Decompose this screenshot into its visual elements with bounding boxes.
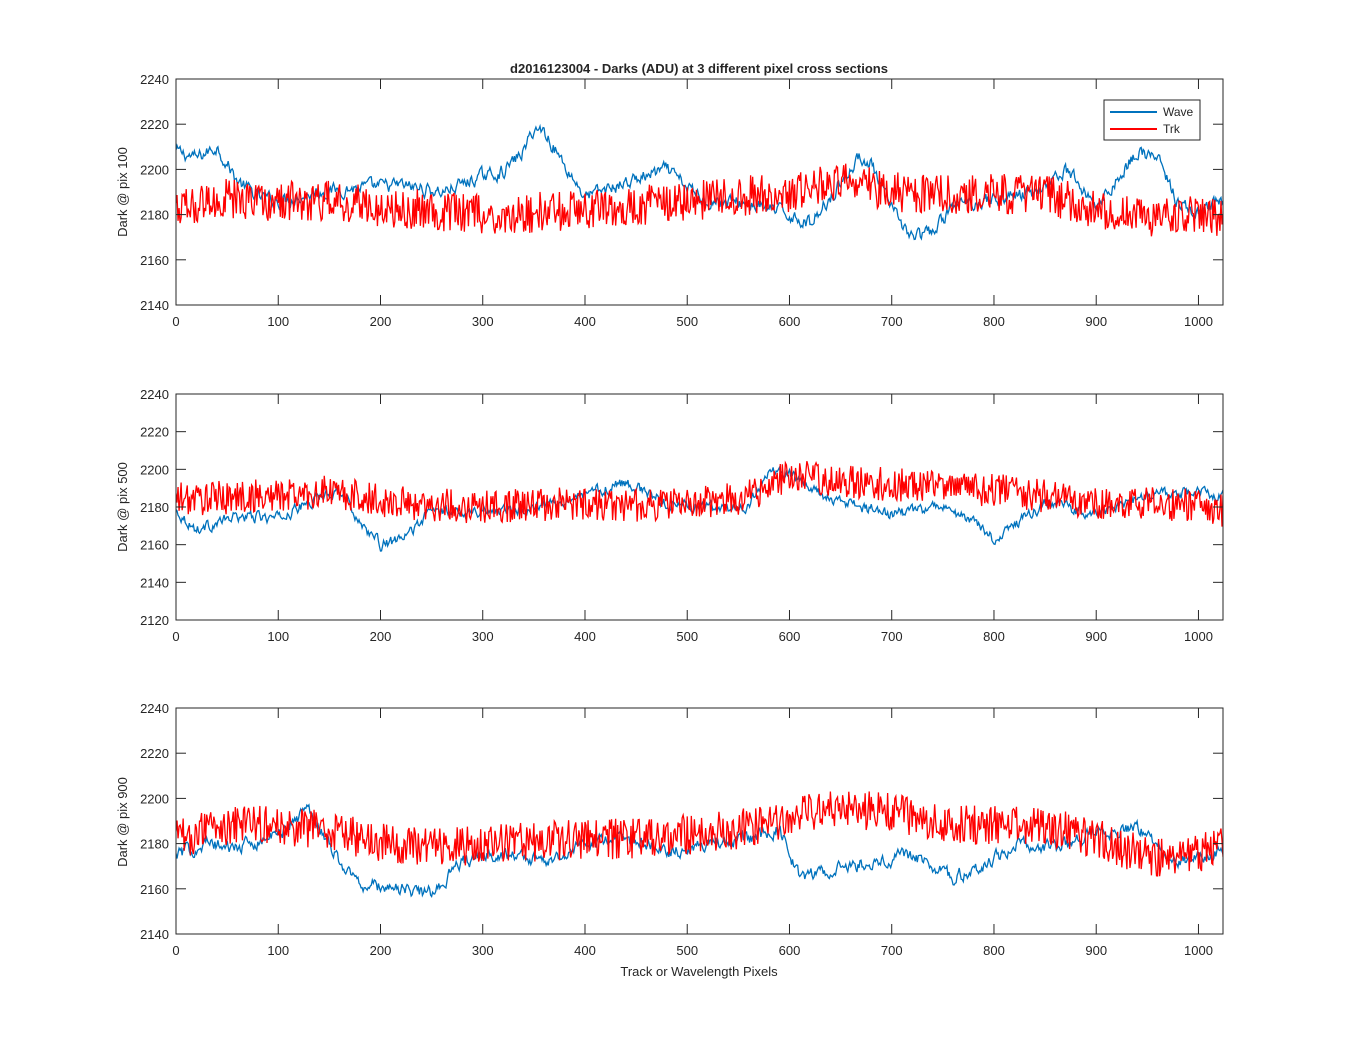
y-tick-label: 2140: [140, 298, 169, 313]
series-line-trk-pix-500: [176, 460, 1223, 527]
x-tick-label: 800: [983, 629, 1005, 644]
legend: Wave Trk: [1103, 99, 1201, 141]
subplot-pix-900-plot-area: 0 100 200 300 400 500 600 700 800 900 1000 2140 2160…: [140, 701, 1224, 958]
y-tick-label: 2200: [140, 791, 169, 806]
subplot-pix-500: 0 100 200 300 400 500 600 700 800 900 1000 2120 2140…: [115, 387, 1224, 644]
subplot-pix-900: 0 100 200 300 400 500 600 700 800 900 1000 2140 2160…: [115, 701, 1224, 979]
x-tick-label: 700: [881, 629, 903, 644]
y-tick-label: 2200: [140, 462, 169, 477]
x-tick-label: 200: [370, 314, 392, 329]
ylabel-pix-900: Dark @ pix 900: [115, 777, 130, 867]
y-tick-label: 2220: [140, 117, 169, 132]
y-tick-label: 2220: [140, 425, 169, 440]
x-tick-label: 800: [983, 943, 1005, 958]
x-tick-label: 200: [370, 943, 392, 958]
x-tick-label: 600: [779, 314, 801, 329]
x-tick-label: 600: [779, 943, 801, 958]
x-tick-label: 800: [983, 314, 1005, 329]
y-tick-label: 2240: [140, 701, 169, 716]
x-tick-label: 100: [267, 943, 289, 958]
axes-box-pix-900: [175, 707, 1224, 935]
y-tick-label: 2120: [140, 613, 169, 628]
x-tick-label: 900: [1085, 314, 1107, 329]
y-tick-label: 2180: [140, 500, 169, 515]
x-tick-label: 300: [472, 629, 494, 644]
xlabel-track-wavelength: Track or Wavelength Pixels: [620, 964, 778, 979]
x-tick-label: 0: [172, 629, 179, 644]
x-tick-label: 500: [676, 629, 698, 644]
x-tick-label: 0: [172, 314, 179, 329]
x-tick-label: 500: [676, 943, 698, 958]
subplot-pix-500-plot-area: 0 100 200 300 400 500 600 700 800 900 1000 2120 2140…: [140, 387, 1224, 644]
subplot-pix-100: 0 100 200 300 400 500 600 700 800 900 1000 2140 2160…: [115, 72, 1224, 329]
legend-label-trk: Trk: [1163, 122, 1181, 136]
y-tick-label: 2160: [140, 253, 169, 268]
x-tick-label: 1000: [1184, 314, 1213, 329]
series-line-trk-pix-900: [176, 791, 1223, 877]
ylabel-pix-500: Dark @ pix 500: [115, 462, 130, 552]
y-tick-label: 2140: [140, 575, 169, 590]
chart-title: d2016123004 - Darks (ADU) at 3 different…: [510, 61, 888, 76]
y-tick-label: 2200: [140, 162, 169, 177]
y-tick-label: 2240: [140, 387, 169, 402]
x-tick-label: 400: [574, 943, 596, 958]
y-tick-label: 2160: [140, 538, 169, 553]
x-tick-label: 200: [370, 629, 392, 644]
subplot-pix-100-plot-area: 0 100 200 300 400 500 600 700 800 900 1000 2140 2160…: [140, 72, 1224, 329]
series-line-trk-pix-100: [176, 163, 1223, 237]
ylabel-pix-100: Dark @ pix 100: [115, 147, 130, 237]
x-tick-label: 0: [172, 943, 179, 958]
x-tick-label: 100: [267, 629, 289, 644]
y-tick-label: 2140: [140, 927, 169, 942]
x-tick-label: 100: [267, 314, 289, 329]
x-tick-label: 300: [472, 943, 494, 958]
legend-label-wave: Wave: [1163, 105, 1194, 119]
x-tick-label: 1000: [1184, 629, 1213, 644]
x-tick-label: 900: [1085, 943, 1107, 958]
x-tick-label: 500: [676, 314, 698, 329]
x-tick-label: 900: [1085, 629, 1107, 644]
x-tick-label: 400: [574, 629, 596, 644]
y-tick-label: 2180: [140, 208, 169, 223]
x-tick-label: 400: [574, 314, 596, 329]
x-tick-label: 600: [779, 629, 801, 644]
y-tick-label: 2240: [140, 72, 169, 87]
x-tick-label: 1000: [1184, 943, 1213, 958]
x-tick-label: 700: [881, 943, 903, 958]
x-tick-label: 300: [472, 314, 494, 329]
y-tick-label: 2180: [140, 837, 169, 852]
axes-box-pix-100: [175, 78, 1224, 306]
y-tick-label: 2220: [140, 746, 169, 761]
legend-box: [1103, 99, 1201, 141]
x-tick-label: 700: [881, 314, 903, 329]
series-line-wave-pix-900: [176, 803, 1223, 899]
y-tick-label: 2160: [140, 882, 169, 897]
